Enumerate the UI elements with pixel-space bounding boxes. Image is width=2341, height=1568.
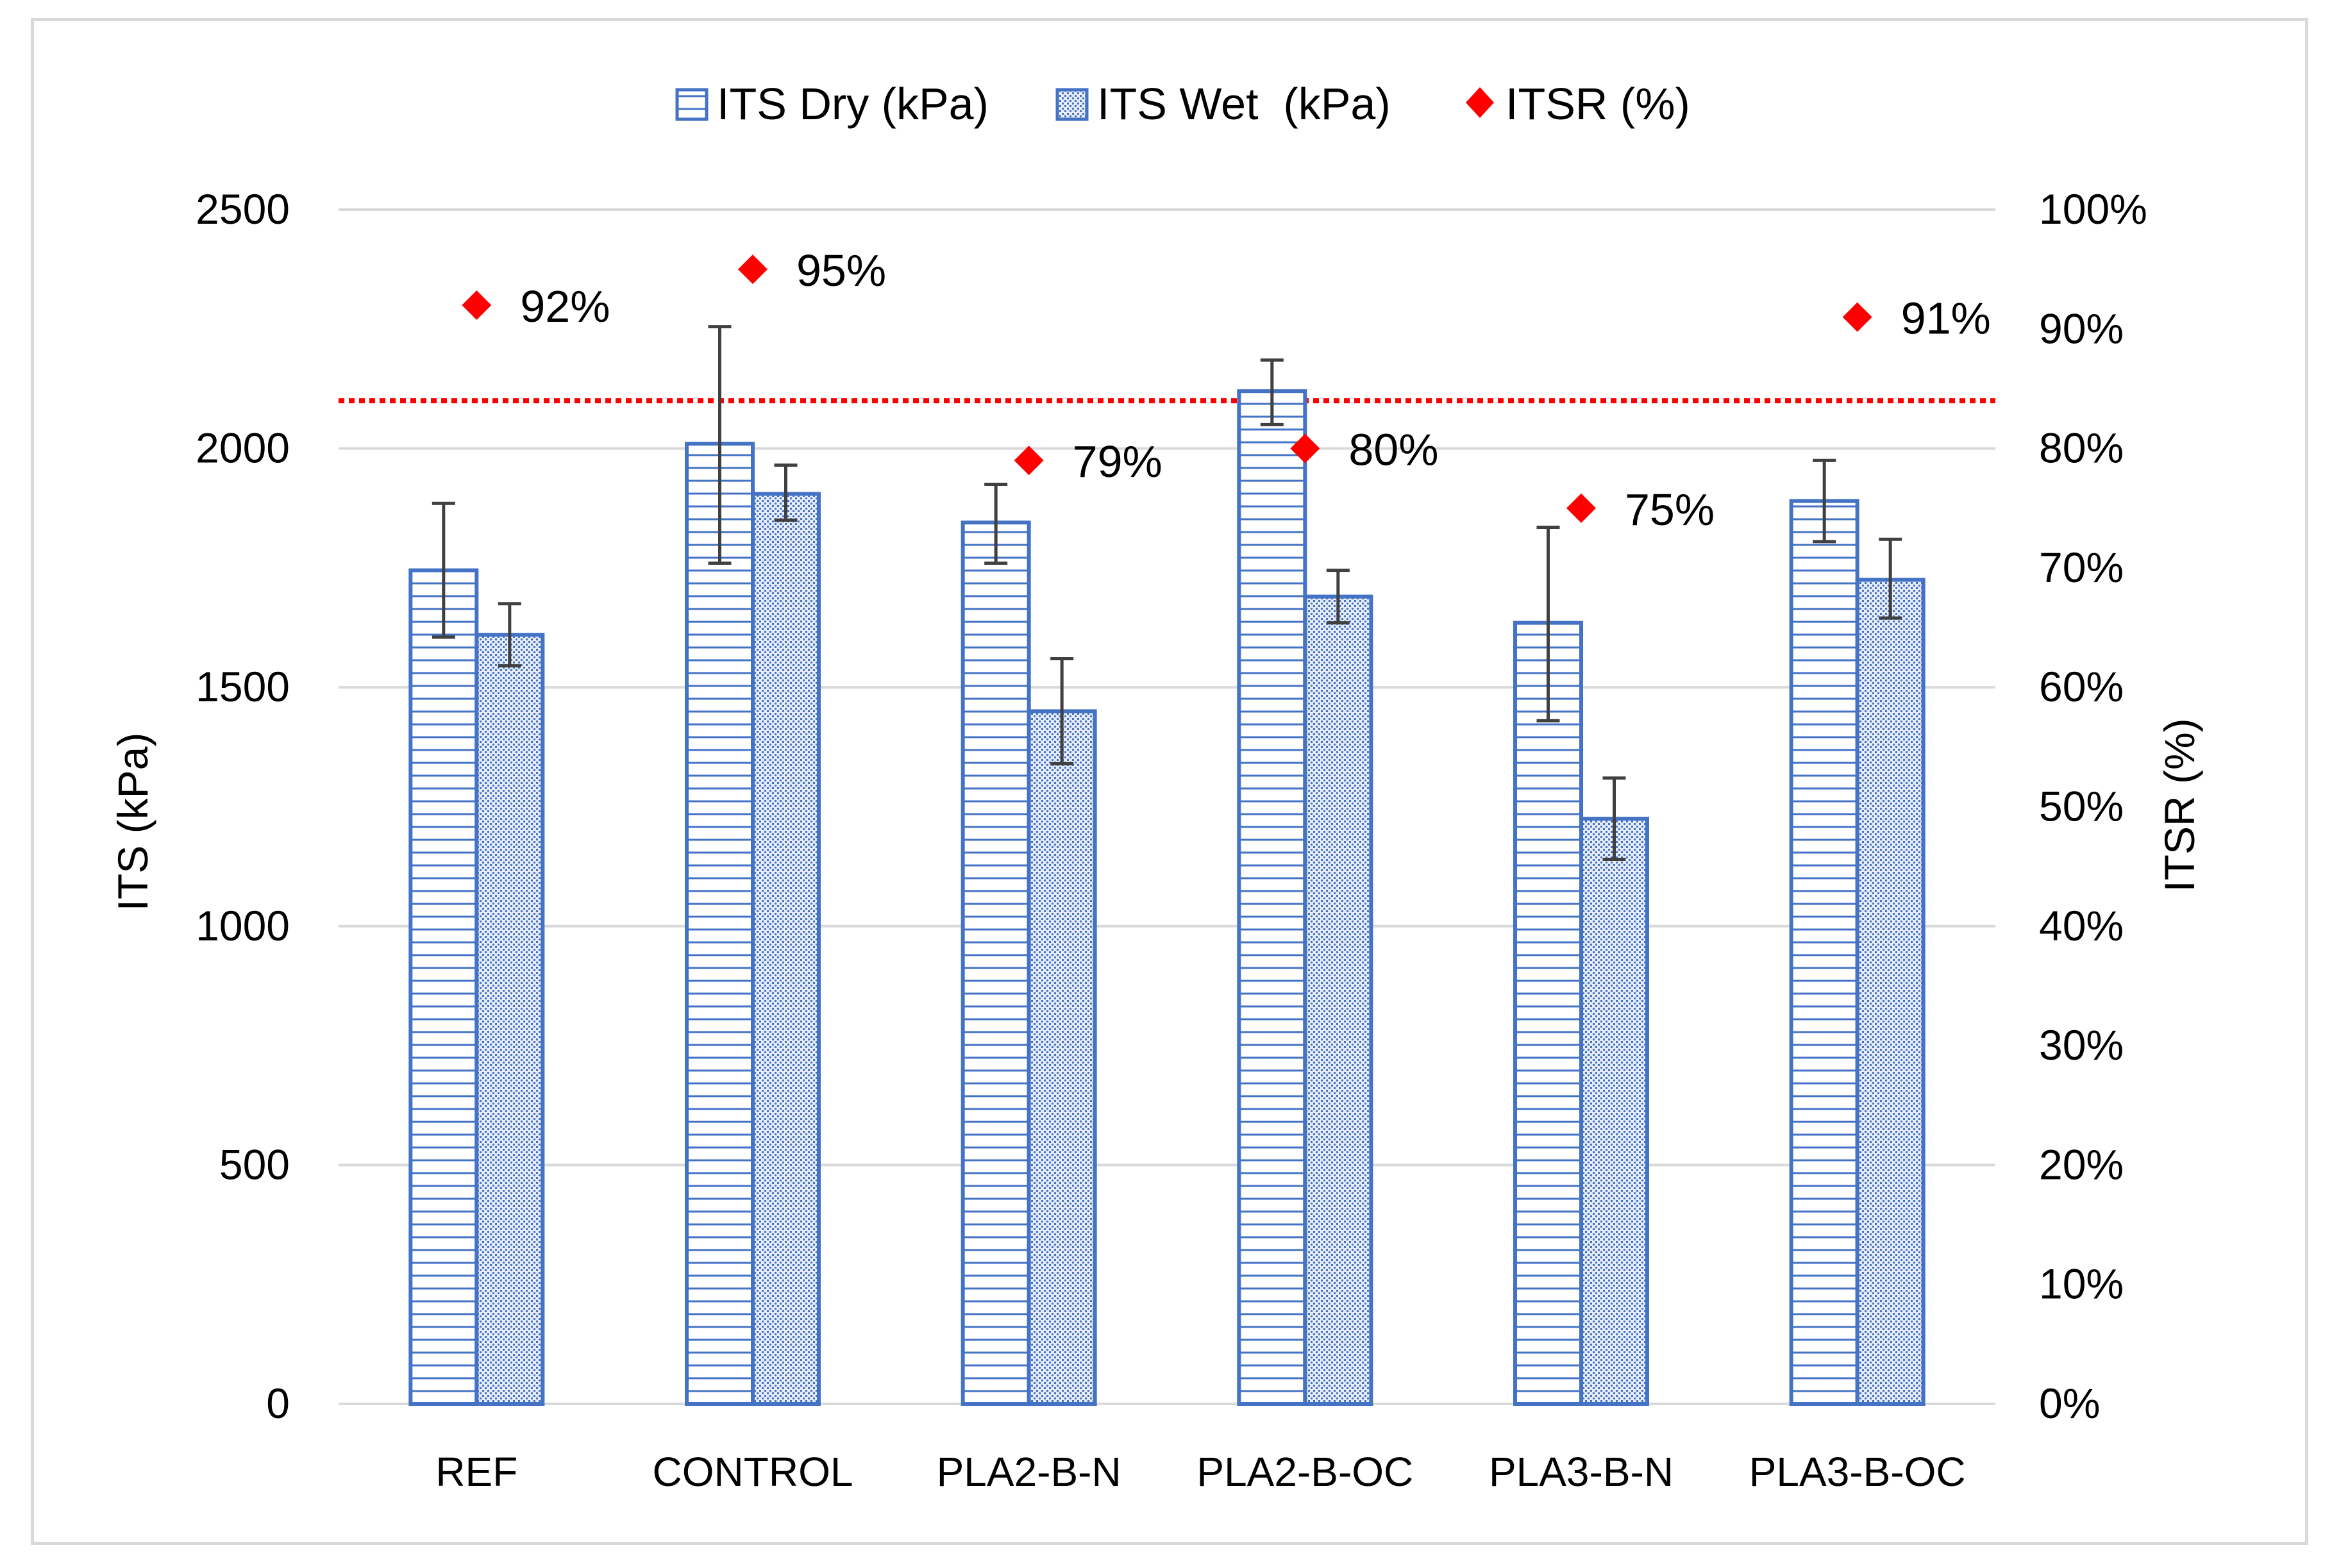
itsr-data-label: 80% <box>1348 425 1438 475</box>
y-left-tick-label: 0 <box>266 1380 290 1427</box>
itsr-marker <box>738 254 768 285</box>
y-left-ticks: 0 500 1000 1500 2000 2500 <box>196 185 290 1427</box>
bar-its-wet <box>1855 578 1926 1406</box>
y-left-tick-label: 1500 <box>196 663 290 710</box>
y-left-tick-label: 500 <box>219 1140 290 1188</box>
bar-its-dry <box>1789 499 1859 1406</box>
legend-dry-swatch <box>675 88 709 121</box>
itsr-data-label: 79% <box>1073 437 1162 487</box>
legend-wet-swatch <box>1055 88 1089 121</box>
itsr-marker <box>1842 302 1872 332</box>
legend-itsr-marker <box>1466 87 1494 118</box>
legend-wet-label: ITS Wet (kPa) <box>1097 79 1391 129</box>
itsr-marker <box>1566 493 1596 523</box>
bar-its-wet <box>1579 817 1649 1406</box>
y-left-axis-title: ITS (kPa) <box>109 733 156 912</box>
itsr-marker <box>1290 433 1320 463</box>
x-category-label: PLA3-B-N <box>1489 1449 1674 1495</box>
bars <box>408 389 1926 1406</box>
y-right-tick-label: 30% <box>2039 1021 2124 1069</box>
y-right-tick-label: 40% <box>2039 902 2124 949</box>
itsr-marker <box>1014 446 1044 476</box>
y-right-tick-label: 20% <box>2039 1140 2124 1188</box>
y-left-tick-label: 2000 <box>196 424 290 472</box>
bar-its-dry <box>685 442 755 1406</box>
grid-lines <box>339 208 1995 1405</box>
legend-dry-label: ITS Dry (kPa) <box>717 79 989 129</box>
bar-its-wet <box>1027 709 1097 1406</box>
y-left-tick-label: 2500 <box>196 185 290 233</box>
y-right-axis-title: ITSR (%) <box>2156 718 2203 892</box>
x-category-label: PLA2-B-N <box>937 1449 1121 1495</box>
bar-its-dry <box>1237 389 1307 1406</box>
itsr-marker <box>462 290 492 321</box>
y-right-tick-label: 70% <box>2039 544 2124 591</box>
bar-its-dry <box>408 568 479 1406</box>
y-right-tick-label: 60% <box>2039 663 2124 710</box>
y-right-tick-label: 0% <box>2039 1380 2100 1427</box>
x-categories: REF CONTROL PLA2-B-N PLA2-B-OC PLA3-B-N PLA3-… <box>435 1449 1965 1495</box>
bar-its-dry <box>961 521 1031 1406</box>
bar-its-wet <box>751 492 821 1406</box>
bar-its-dry <box>1513 621 1583 1406</box>
x-category-label: PLA2-B-OC <box>1196 1449 1413 1495</box>
y-right-tick-label: 90% <box>2039 304 2124 352</box>
x-category-label: PLA3-B-OC <box>1749 1449 1966 1495</box>
x-category-label: REF <box>435 1449 517 1495</box>
error-bars <box>432 325 1902 861</box>
itsr-data-label: 75% <box>1625 485 1715 535</box>
y-left-tick-label: 1000 <box>196 902 290 949</box>
itsr-markers: 92% 95% 79% 80% 75% 91% <box>462 246 1991 535</box>
y-right-tick-label: 10% <box>2039 1260 2124 1308</box>
legend-itsr-label: ITSR (%) <box>1506 79 1690 129</box>
bar-its-wet <box>1303 594 1373 1406</box>
itsr-data-label: 91% <box>1901 294 1991 344</box>
y-right-tick-label: 80% <box>2039 424 2124 472</box>
itsr-data-label: 92% <box>520 281 610 331</box>
y-right-ticks: 0% 10% 20% 30% 40% 50% 60% 70% 80% 90% 100% <box>2039 185 2147 1427</box>
y-right-tick-label: 100% <box>2039 185 2147 233</box>
x-category-label: CONTROL <box>653 1449 853 1495</box>
y-right-tick-label: 50% <box>2039 783 2124 830</box>
bar-its-wet <box>474 633 545 1406</box>
itsr-data-label: 95% <box>796 246 886 296</box>
legend: ITS Dry (kPa) ITS Wet (kPa) ITSR (%) <box>675 79 1690 129</box>
